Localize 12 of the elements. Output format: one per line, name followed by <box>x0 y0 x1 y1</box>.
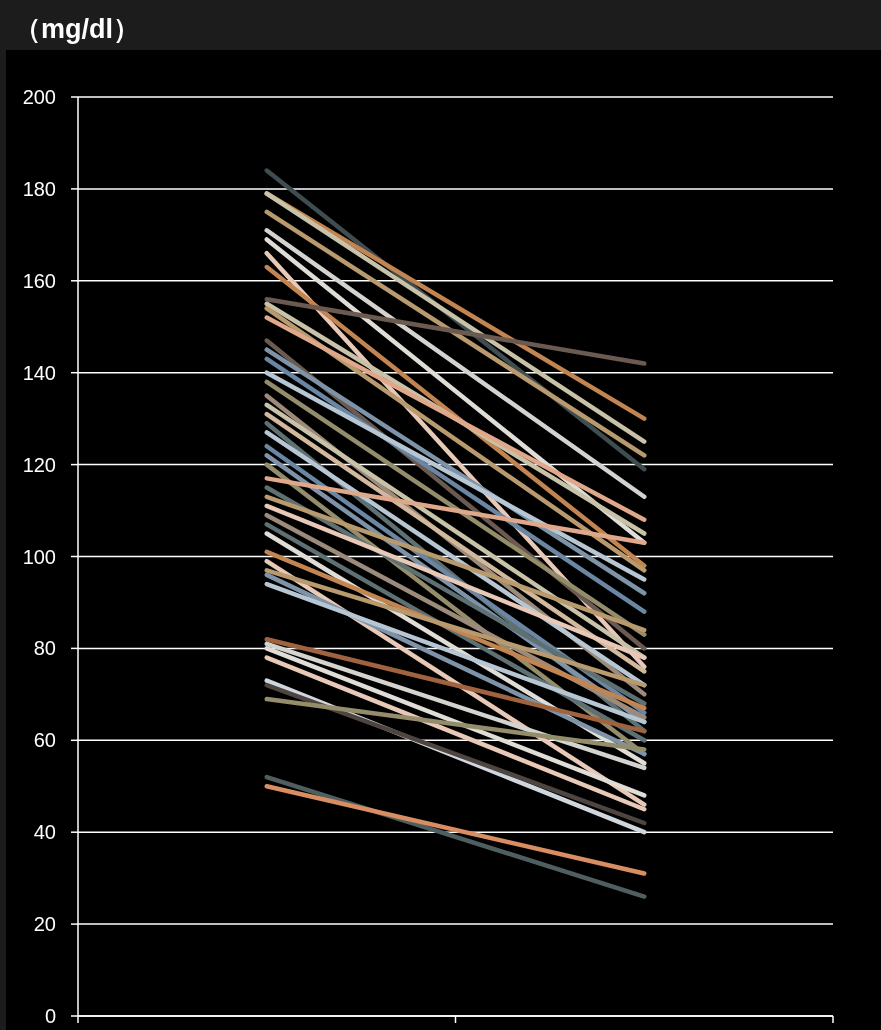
y-tick-label: 160 <box>22 269 56 292</box>
y-tick-label: 100 <box>22 545 56 568</box>
y-tick-label: 140 <box>22 361 56 384</box>
y-tick-label: 120 <box>22 453 56 476</box>
y-axis-title: （mg/dl） <box>14 14 140 44</box>
y-tick-label: 200 <box>22 86 56 108</box>
y-tick-label: 180 <box>22 177 56 200</box>
y-tick-label: 40 <box>33 821 56 844</box>
y-tick-label: 0 <box>44 1005 56 1027</box>
y-tick-label: 80 <box>33 637 56 660</box>
y-tick-label: 20 <box>33 913 56 936</box>
y-tick-label: 60 <box>33 729 56 752</box>
